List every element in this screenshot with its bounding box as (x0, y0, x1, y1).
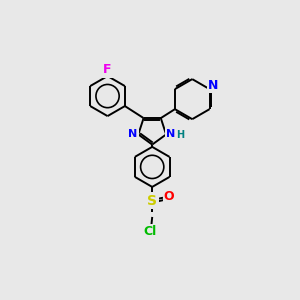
Text: S: S (147, 194, 157, 208)
Text: O: O (164, 190, 175, 203)
Text: N: N (128, 129, 137, 139)
Text: N: N (166, 130, 176, 140)
Text: Cl: Cl (143, 225, 157, 238)
Text: F: F (103, 63, 112, 76)
Text: N: N (208, 79, 219, 92)
Text: H: H (176, 130, 184, 140)
